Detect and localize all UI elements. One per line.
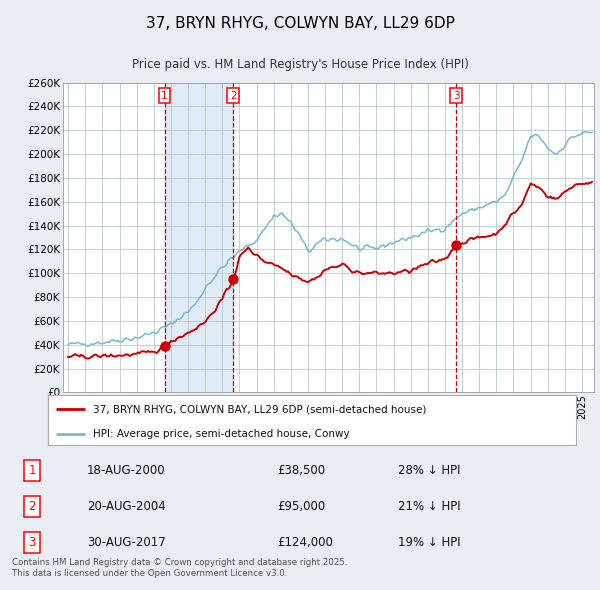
Text: £95,000: £95,000 [277,500,325,513]
Text: 2: 2 [230,91,236,101]
Text: Price paid vs. HM Land Registry's House Price Index (HPI): Price paid vs. HM Land Registry's House … [131,58,469,71]
Text: 37, BRYN RHYG, COLWYN BAY, LL29 6DP (semi-detached house): 37, BRYN RHYG, COLWYN BAY, LL29 6DP (sem… [93,404,426,414]
Text: 20-AUG-2004: 20-AUG-2004 [87,500,166,513]
Text: 28% ↓ HPI: 28% ↓ HPI [398,464,460,477]
Text: 19% ↓ HPI: 19% ↓ HPI [398,536,461,549]
Text: £124,000: £124,000 [277,536,333,549]
Text: 2: 2 [28,500,36,513]
Text: 30-AUG-2017: 30-AUG-2017 [87,536,166,549]
Text: 21% ↓ HPI: 21% ↓ HPI [398,500,461,513]
Text: HPI: Average price, semi-detached house, Conwy: HPI: Average price, semi-detached house,… [93,430,350,440]
Text: 1: 1 [161,91,168,101]
Bar [164,83,233,392]
Text: 37, BRYN RHYG, COLWYN BAY, LL29 6DP: 37, BRYN RHYG, COLWYN BAY, LL29 6DP [146,15,454,31]
Text: £38,500: £38,500 [277,464,325,477]
Text: Contains HM Land Registry data © Crown copyright and database right 2025.
This d: Contains HM Land Registry data © Crown c… [12,558,347,578]
Text: 18-AUG-2000: 18-AUG-2000 [87,464,166,477]
Text: 1: 1 [28,464,36,477]
Text: 3: 3 [453,91,460,101]
Text: 3: 3 [28,536,36,549]
